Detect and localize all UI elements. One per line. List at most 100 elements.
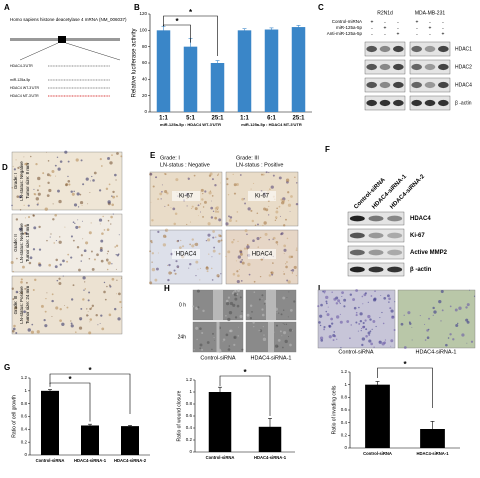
sign: -	[416, 25, 418, 31]
texture	[115, 179, 117, 181]
texture	[59, 319, 62, 323]
texture	[59, 160, 63, 163]
texture	[371, 328, 373, 330]
texture	[372, 298, 377, 302]
texture	[49, 174, 52, 177]
texture	[361, 337, 366, 341]
texture	[241, 310, 243, 313]
band	[387, 249, 403, 256]
y-tick-label: 40	[142, 77, 148, 82]
texture	[287, 191, 290, 194]
texture	[103, 290, 106, 294]
band-label: HDAC1	[455, 46, 472, 52]
texture	[337, 299, 341, 303]
texture	[295, 182, 298, 184]
texture	[55, 175, 57, 177]
sequence-label: HDAC4 WT-3'UTR	[10, 86, 40, 90]
texture	[106, 228, 110, 231]
sign: -	[442, 25, 444, 31]
texture	[268, 214, 270, 216]
texture	[284, 339, 288, 344]
x-tick-label: 25:1	[292, 116, 305, 122]
texture	[70, 256, 73, 259]
texture	[445, 343, 448, 347]
texture	[51, 299, 54, 303]
texture	[358, 322, 361, 325]
texture	[196, 338, 198, 341]
texture	[55, 240, 57, 242]
y-tick-label: 0.6	[341, 407, 348, 412]
texture	[280, 313, 283, 316]
sign: -	[442, 19, 444, 25]
texture	[250, 188, 252, 190]
texture	[85, 241, 89, 245]
texture	[352, 298, 356, 302]
texture	[62, 259, 65, 263]
y-tick-label: 100	[139, 28, 147, 33]
gene-title: Homo sapiens histone deacetylase 4 mRNA …	[10, 17, 127, 22]
lane-label: HDAC4-siRNA-2	[389, 173, 426, 210]
texture	[110, 223, 112, 225]
band	[393, 99, 404, 107]
texture	[116, 152, 119, 155]
texture	[262, 326, 264, 328]
band	[366, 99, 377, 107]
texture	[452, 338, 455, 341]
texture	[358, 306, 360, 309]
texture	[212, 249, 216, 253]
group-label: miR-125a-5p : HDAC4 MT-3'UTR	[241, 122, 302, 127]
bar	[121, 426, 139, 455]
texture	[201, 331, 204, 335]
y-tick-label: 0.8	[186, 401, 193, 406]
texture	[79, 200, 84, 205]
texture	[318, 321, 321, 324]
texture	[199, 203, 202, 205]
texture	[220, 239, 223, 242]
texture	[283, 273, 286, 275]
texture	[346, 320, 350, 323]
sequence-label: miR-125a-5p	[10, 78, 30, 82]
texture	[208, 174, 212, 177]
texture	[289, 343, 292, 347]
texture	[75, 158, 79, 162]
texture	[52, 218, 55, 221]
texture	[76, 246, 80, 249]
texture	[58, 199, 62, 204]
texture	[270, 271, 274, 275]
band	[368, 232, 384, 239]
band	[424, 45, 436, 53]
texture	[51, 293, 54, 296]
texture	[38, 185, 41, 187]
texture	[57, 167, 61, 171]
texture	[78, 225, 81, 229]
texture	[433, 310, 437, 314]
texture	[117, 253, 120, 255]
texture	[88, 291, 91, 294]
cell-line: MDA-MB-231	[415, 10, 446, 16]
texture	[375, 325, 377, 328]
texture	[44, 324, 48, 328]
texture	[381, 342, 385, 346]
texture	[286, 279, 289, 282]
texture	[54, 164, 57, 167]
texture	[333, 334, 337, 338]
texture	[282, 271, 284, 272]
texture	[24, 217, 26, 219]
texture	[19, 174, 22, 177]
texture	[193, 349, 195, 351]
texture	[196, 289, 200, 293]
wound	[216, 322, 220, 352]
texture	[157, 198, 160, 201]
texture	[64, 226, 66, 228]
band	[387, 266, 403, 273]
sign: -	[397, 19, 399, 25]
texture	[419, 315, 421, 317]
texture	[426, 336, 430, 339]
texture	[119, 300, 122, 304]
texture	[96, 253, 99, 257]
texture	[440, 290, 444, 294]
texture	[73, 190, 75, 193]
significance-star: *	[68, 375, 72, 384]
stain-label-bg	[172, 249, 200, 259]
